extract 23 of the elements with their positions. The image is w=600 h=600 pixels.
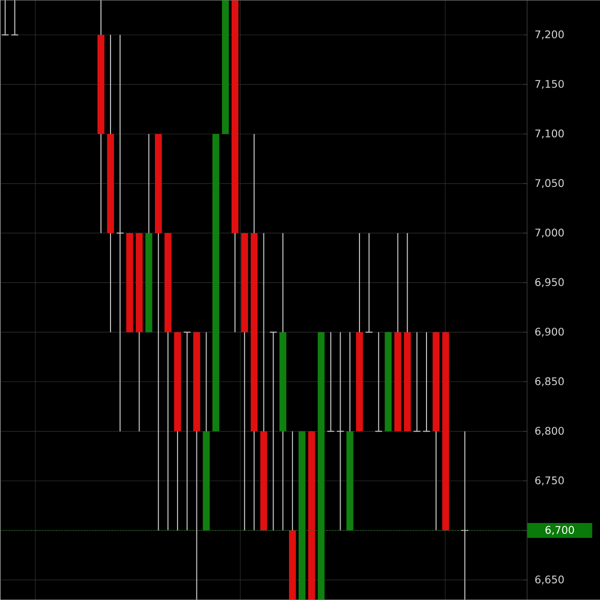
y-tick-label: 7,200 bbox=[535, 30, 564, 40]
candlestick bbox=[326, 332, 335, 432]
y-tick-label: 7,000 bbox=[535, 228, 564, 238]
y-tick-label: 7,100 bbox=[535, 130, 564, 138]
y-tick-label: 7,150 bbox=[535, 80, 564, 89]
ref-line-label: 6,700 bbox=[545, 526, 574, 535]
candlestick bbox=[365, 232, 373, 333]
y-tick-label: 6,650 bbox=[535, 575, 564, 584]
candlestick bbox=[374, 332, 383, 432]
y-tick-label: 6,850 bbox=[535, 377, 564, 386]
y-tick-label: 6,750 bbox=[535, 476, 564, 486]
candlestick bbox=[269, 332, 278, 531]
candlestick bbox=[1, 0, 10, 36]
candlestick bbox=[412, 332, 421, 432]
y-tick-label: 6,900 bbox=[535, 328, 564, 337]
y-tick-label: 6,800 bbox=[535, 426, 564, 436]
candlestick bbox=[183, 332, 192, 531]
y-tick-label: 6,950 bbox=[535, 278, 564, 288]
candlestick bbox=[422, 332, 430, 432]
candlestick bbox=[336, 332, 344, 531]
candlestick bbox=[10, 0, 19, 36]
candlestick bbox=[116, 34, 124, 432]
y-tick-label: 7,050 bbox=[535, 179, 564, 188]
